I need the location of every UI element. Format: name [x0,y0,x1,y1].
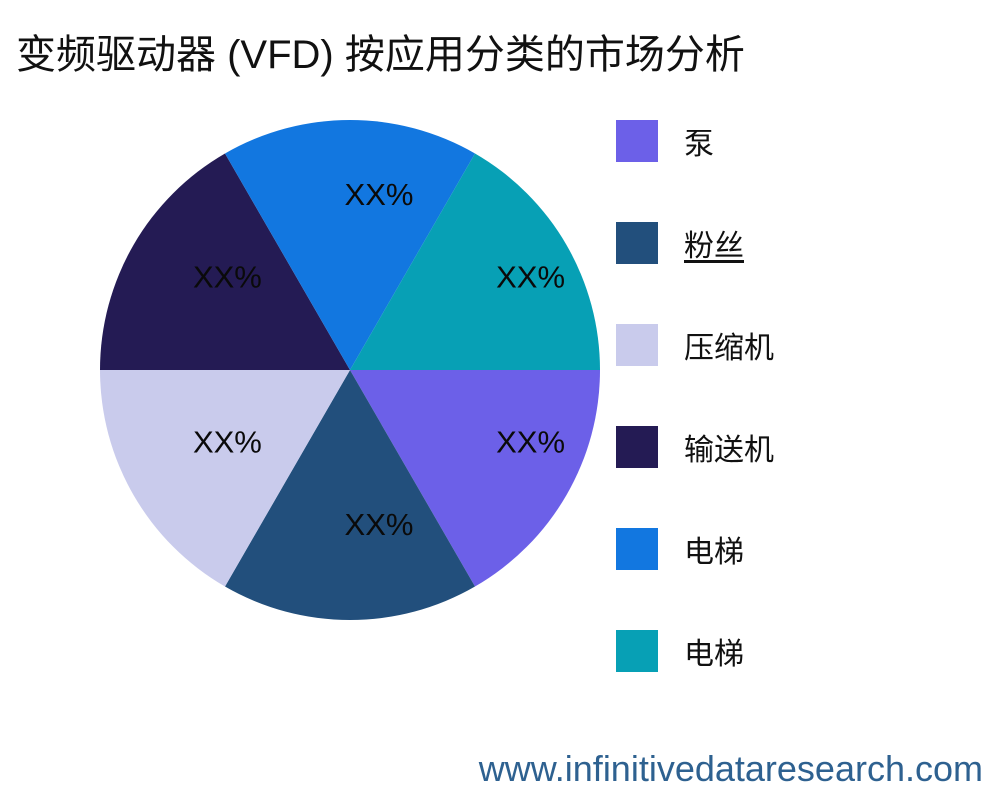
legend-swatch-3 [616,426,658,468]
legend-item-4: 电梯 [616,527,774,571]
legend-item-3: 输送机 [616,425,774,469]
pie-slice-value-label-4: XX% [345,177,414,212]
legend-label-1: 粉丝 [684,230,744,263]
legend-label-5: 电梯 [684,638,744,671]
legend-swatch-4 [616,528,658,570]
legend-label-3: 输送机 [684,434,774,467]
pie-slice-0 [350,370,600,587]
legend: 泵粉丝 压缩机 输送机 电梯 电梯 [616,119,774,673]
page-title: 变频驱动器 (VFD) 按应用分类的市场分析 [16,33,745,77]
legend-swatch-0 [616,120,658,162]
legend-item-2: 压缩机 [616,323,774,367]
pie-slice-2 [100,370,350,587]
legend-label-2: 压缩机 [684,332,774,365]
legend-label-4: 电梯 [684,536,744,569]
legend-swatch-5 [616,630,658,672]
footer-link[interactable]: www.infinitivedataresearch.com [478,748,983,789]
legend-item-0: 泵 [616,119,774,163]
pie-slice-value-label-5: XX% [496,260,565,295]
pie-slice-4 [225,119,475,370]
legend-item-5: 电梯 [616,629,774,673]
legend-item-1: 粉丝 [616,221,774,265]
pie-slice-value-label-0: XX% [496,425,565,460]
legend-swatch-1 [616,222,658,264]
pie-slice-value-label-2: XX% [193,425,262,460]
legend-swatch-2 [616,324,658,366]
pie-slice-5 [350,153,600,370]
pie-slice-3 [100,153,350,370]
pie-slice-1 [225,370,475,621]
pie-slice-value-label-1: XX% [345,507,414,542]
legend-label-0: 泵 [684,128,714,161]
pie-slice-value-label-3: XX% [193,260,262,295]
